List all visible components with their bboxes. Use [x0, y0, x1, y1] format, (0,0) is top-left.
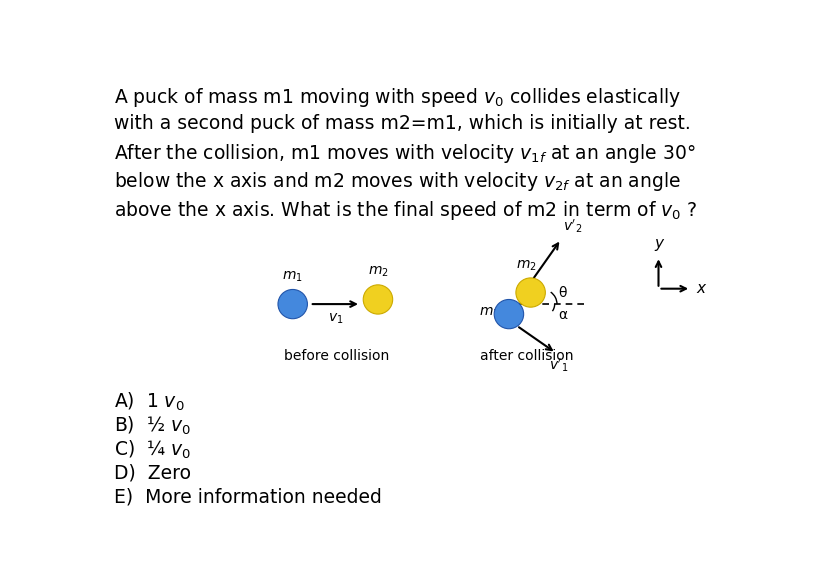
Text: $m_2$: $m_2$: [516, 259, 537, 273]
Text: after collision: after collision: [480, 349, 574, 363]
Text: with a second puck of mass m2=m1, which is initially at rest.: with a second puck of mass m2=m1, which …: [114, 114, 691, 133]
Text: $m_1$: $m_1$: [282, 269, 303, 284]
Text: $v'_1$: $v'_1$: [549, 357, 569, 374]
Circle shape: [363, 285, 392, 314]
Text: D)  Zero: D) Zero: [114, 463, 191, 482]
Text: E)  More information needed: E) More information needed: [114, 488, 382, 507]
Text: above the x axis. What is the final speed of m2 in term of $v_0$ ?: above the x axis. What is the final spee…: [114, 198, 698, 222]
Text: α: α: [558, 308, 567, 322]
Text: $m_2$: $m_2$: [367, 265, 388, 279]
Text: $v_1$: $v_1$: [327, 312, 343, 326]
Circle shape: [278, 290, 307, 319]
Text: y: y: [654, 236, 663, 251]
Text: θ: θ: [558, 286, 567, 300]
Text: A puck of mass m1 moving with speed $v_0$ collides elastically: A puck of mass m1 moving with speed $v_0…: [114, 86, 681, 109]
Text: $v'_2$: $v'_2$: [564, 218, 583, 235]
Text: $m_1$: $m_1$: [479, 305, 500, 320]
Text: C)  ¼ $v_0$: C) ¼ $v_0$: [114, 439, 191, 461]
Text: before collision: before collision: [284, 349, 389, 363]
Circle shape: [494, 299, 524, 329]
Text: After the collision, m1 moves with velocity $v_{1f}$ at an angle 30°: After the collision, m1 moves with veloc…: [114, 143, 696, 166]
Text: B)  ½ $v_0$: B) ½ $v_0$: [114, 415, 191, 437]
Text: below the x axis and m2 moves with velocity $v_{2f}$ at an angle: below the x axis and m2 moves with veloc…: [114, 170, 681, 193]
Circle shape: [516, 278, 545, 307]
Text: x: x: [696, 281, 706, 296]
Text: A)  1 $v_0$: A) 1 $v_0$: [114, 390, 185, 413]
